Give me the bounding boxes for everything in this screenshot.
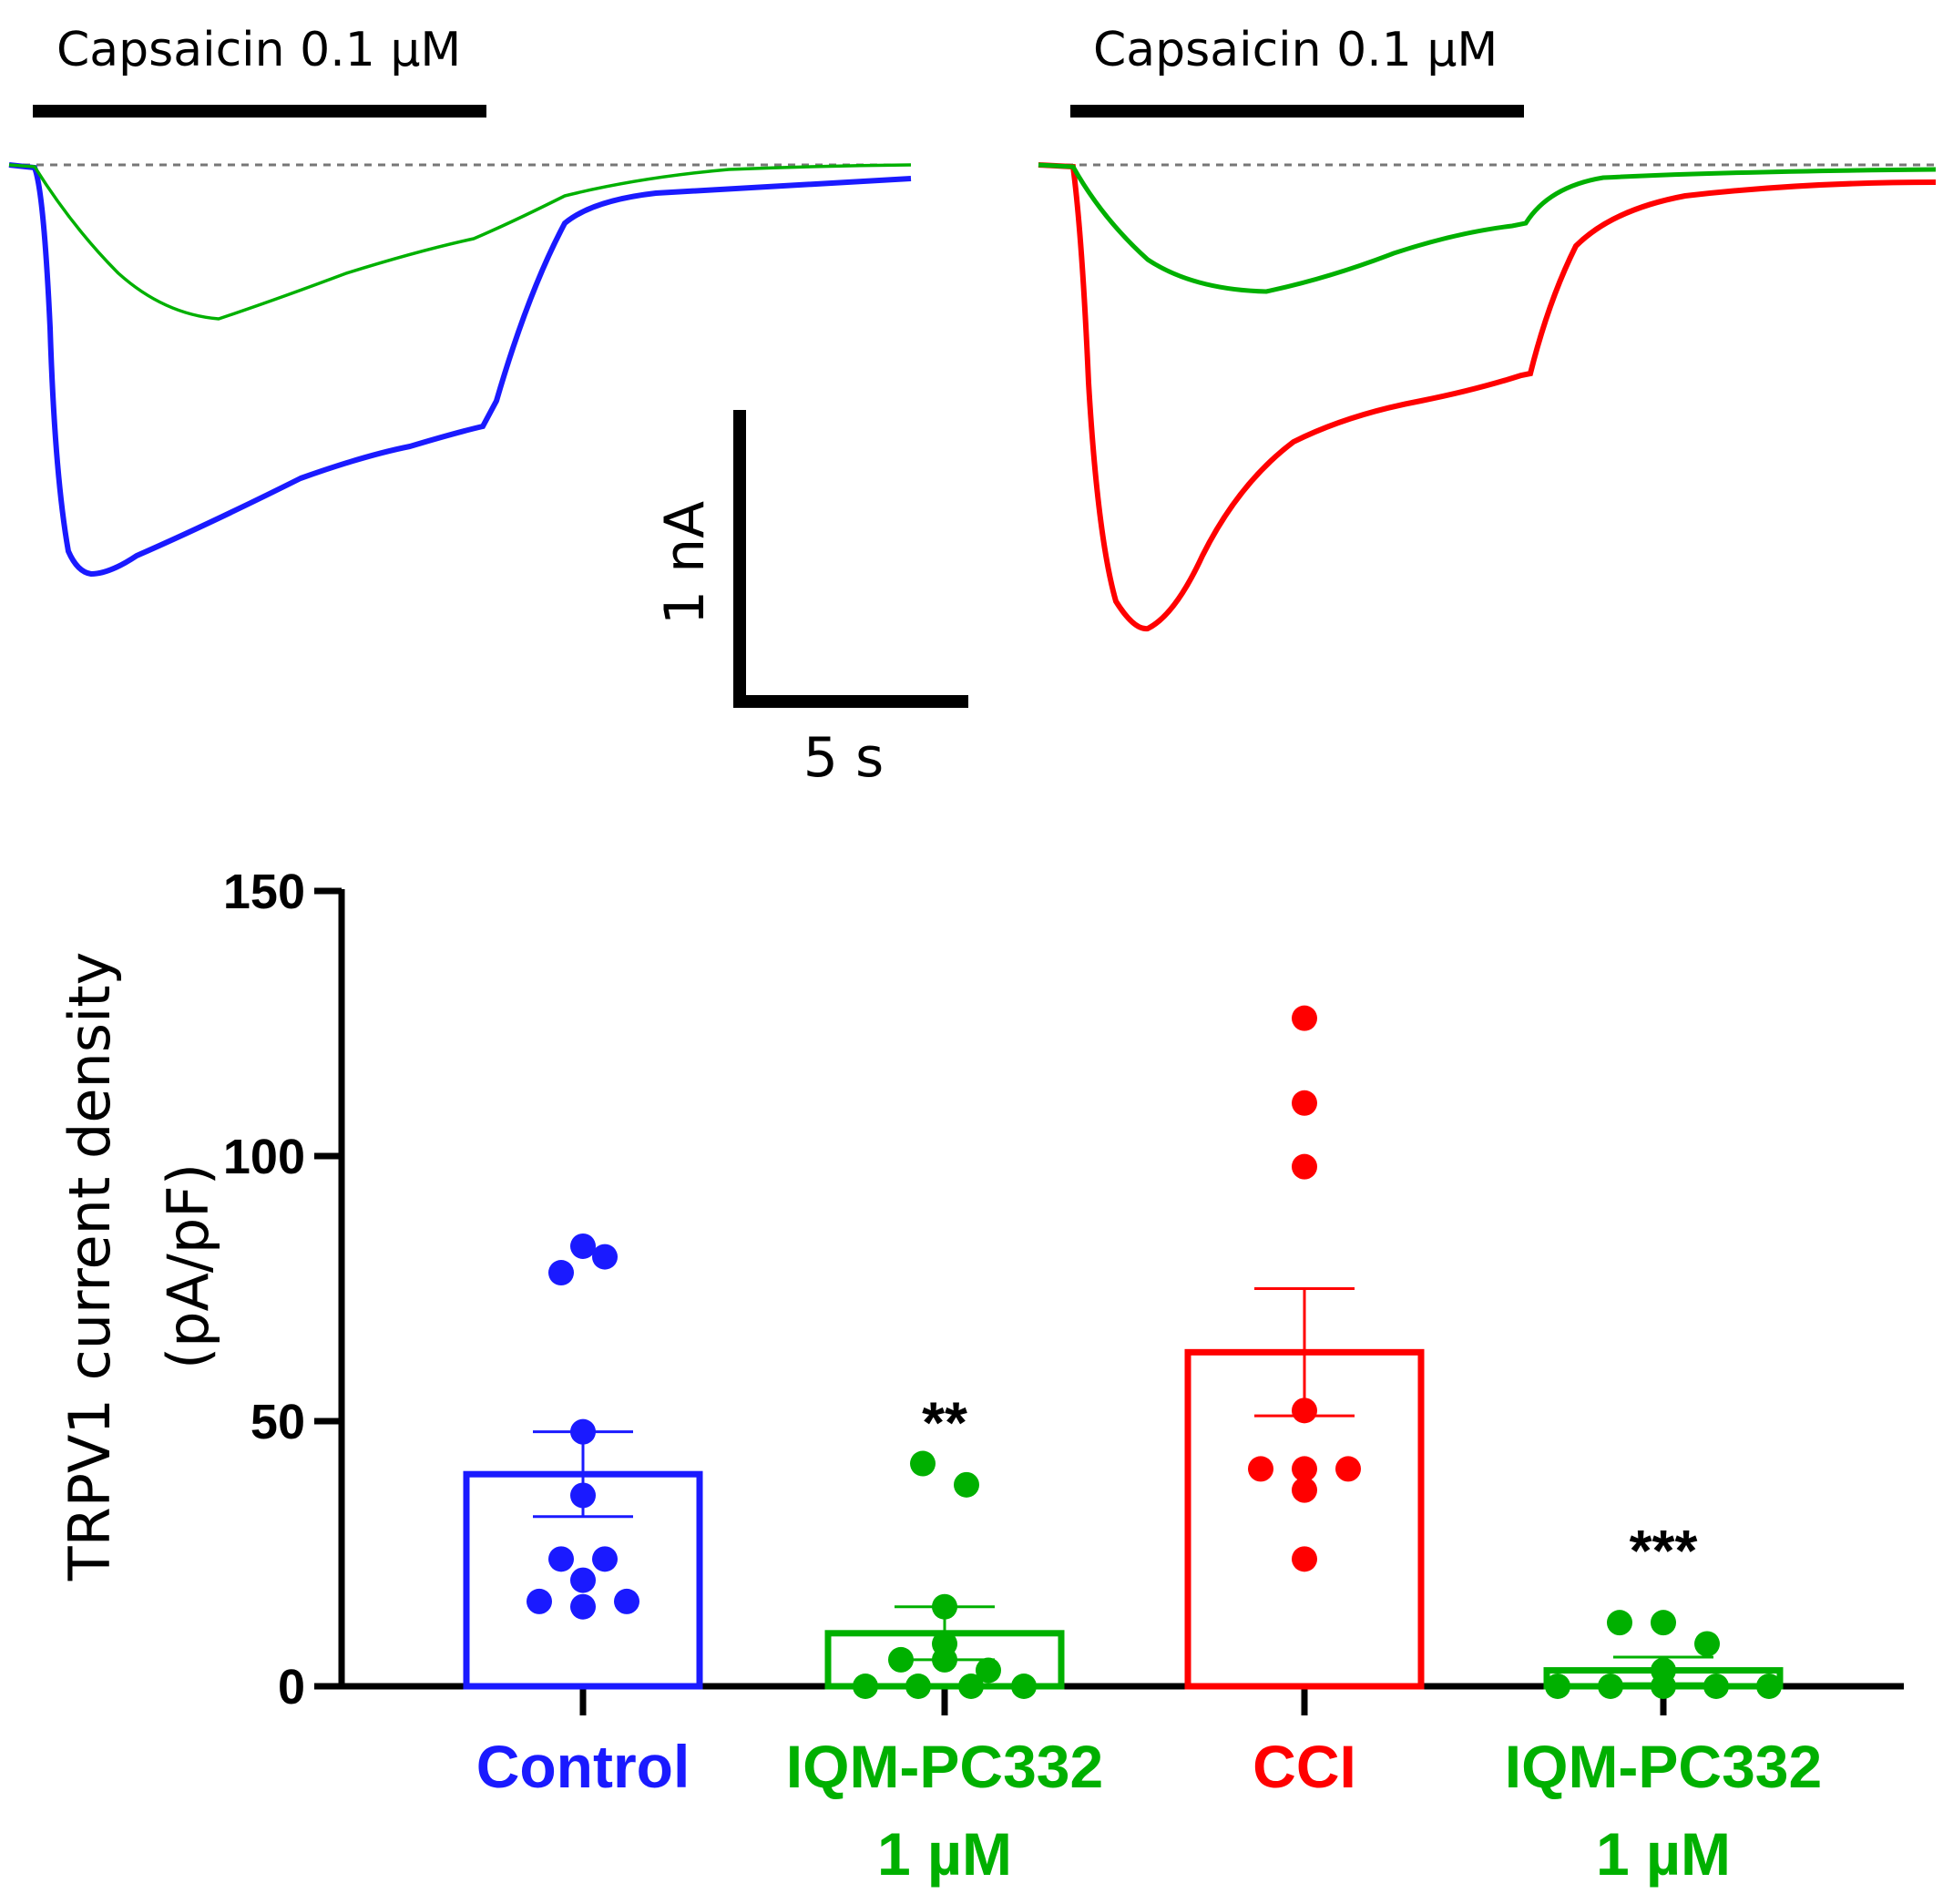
data-point: [527, 1588, 552, 1614]
right-stimulus-label: Capsaicin 0.1 µM: [1093, 23, 1498, 77]
data-point: [1292, 1153, 1317, 1180]
data-point: [614, 1588, 639, 1614]
data-point: [570, 1418, 596, 1445]
data-point: [1011, 1674, 1037, 1699]
data-point: [958, 1674, 984, 1699]
right-drug-trace: [1038, 162, 1937, 294]
scale-bar-time-label: 5 s: [803, 726, 885, 790]
left-drug-trace: [8, 163, 912, 321]
data-point: [1292, 1397, 1317, 1424]
data-point: [570, 1593, 596, 1620]
data-point: [976, 1657, 1001, 1684]
data-point: [1292, 1456, 1317, 1482]
category-label: IQM-PC332: [786, 1733, 1103, 1800]
scale-bar-current-label: 1 nA: [653, 501, 717, 625]
y-axis-label-line2: (pA/pF): [155, 1163, 221, 1369]
significance-label: **: [922, 1390, 967, 1456]
scale-bar: 1 nA 5 s: [653, 410, 968, 790]
data-point: [570, 1233, 596, 1259]
data-point: [853, 1674, 878, 1699]
bar-chart: TRPV1 current density (pA/pF) 0 50 100 150 C…: [56, 865, 1904, 1888]
data-point: [548, 1546, 574, 1572]
left-stimulus-bar: [33, 105, 486, 118]
category-sublabel: 1 µM: [1596, 1820, 1731, 1888]
data-point: [1545, 1674, 1570, 1699]
data-point: [1292, 1090, 1317, 1116]
data-point: [1292, 1546, 1317, 1572]
left-trace-panel: Capsaicin 0.1 µM: [8, 23, 912, 578]
data-point: [1694, 1631, 1720, 1657]
data-point: [1607, 1610, 1632, 1636]
data-point: [570, 1482, 596, 1509]
category-label: Control: [476, 1733, 690, 1800]
data-point: [910, 1450, 936, 1477]
data-point: [954, 1471, 979, 1498]
y-tick-label: 150: [223, 865, 305, 919]
data-point: [1651, 1674, 1676, 1699]
y-tick-label: 0: [278, 1660, 305, 1715]
right-trace-panel: Capsaicin 0.1 µM: [1038, 23, 1937, 632]
data-point: [570, 1567, 596, 1593]
data-point: [1703, 1674, 1729, 1699]
right-cci-trace: [1038, 162, 1937, 632]
category-label: CCI: [1253, 1733, 1356, 1800]
chart-marks: 0 50 100 150 Control ** IQM-PC332 1 µM CCI *** IQM…: [223, 865, 1904, 1888]
data-point: [548, 1260, 574, 1286]
y-tick-label: 100: [223, 1130, 305, 1184]
data-point: [932, 1646, 957, 1673]
data-point: [592, 1244, 618, 1270]
data-point: [905, 1674, 931, 1699]
data-point: [1756, 1674, 1782, 1699]
data-point: [1292, 1477, 1317, 1503]
data-point: [1292, 1005, 1317, 1031]
data-point: [1598, 1674, 1623, 1699]
y-tick-label: 50: [251, 1395, 305, 1449]
y-axis-label-line1: TRPV1 current density: [56, 952, 123, 1582]
data-point: [1651, 1610, 1676, 1636]
significance-label: ***: [1630, 1518, 1698, 1583]
data-point: [592, 1546, 618, 1572]
right-stimulus-bar: [1070, 105, 1524, 118]
data-point: [1248, 1456, 1273, 1482]
data-point: [932, 1593, 957, 1620]
data-point: [1335, 1456, 1361, 1482]
data-point: [888, 1646, 914, 1673]
left-stimulus-label: Capsaicin 0.1 µM: [56, 23, 461, 77]
left-control-trace: [8, 162, 912, 578]
category-label: IQM-PC332: [1505, 1733, 1822, 1800]
category-sublabel: 1 µM: [877, 1820, 1012, 1888]
